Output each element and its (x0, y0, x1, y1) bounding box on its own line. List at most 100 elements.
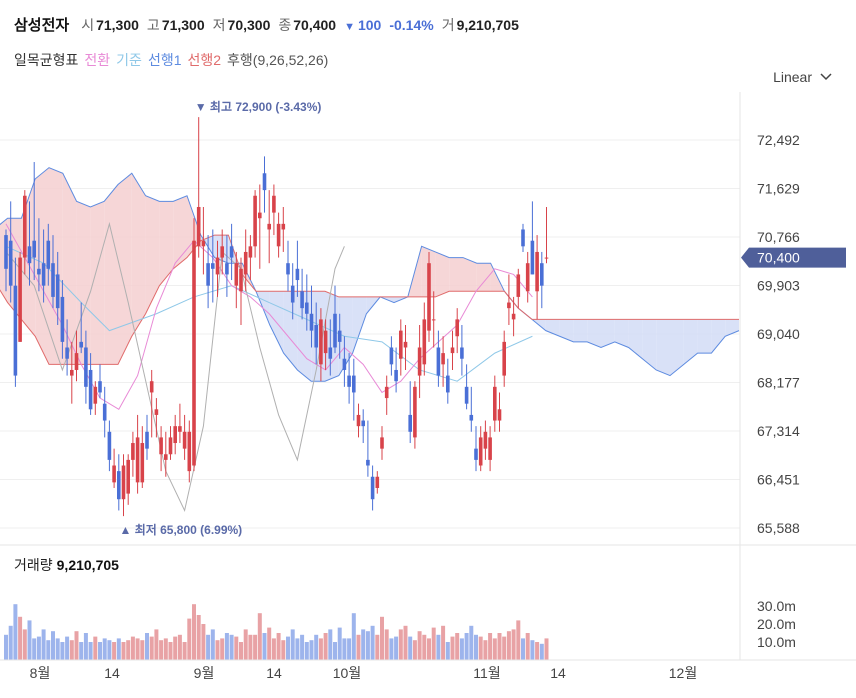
volume-bar (417, 631, 422, 660)
candle-body (196, 206, 201, 247)
volume-bar (257, 613, 262, 660)
volume-bar (286, 636, 290, 660)
volume-bar (149, 636, 154, 660)
candle-body (384, 386, 389, 399)
current-price-label: 70,400 (757, 250, 800, 266)
ichimoku-cloud-segment (670, 319, 684, 376)
volume-bar (271, 638, 276, 660)
candle-body (164, 454, 168, 460)
low-label: 저 (212, 17, 226, 33)
candle-body (262, 173, 267, 191)
candle-body (267, 223, 271, 230)
legend-base: 기준 (116, 52, 142, 68)
ichimoku-legend[interactable]: 일목균형표 전환 기준 선행1 선행2 후행(9,26,52,26) (14, 50, 328, 70)
volume-bar (497, 633, 502, 660)
candle-body (225, 263, 229, 275)
volume-tick-label: 30.0m (757, 598, 796, 614)
volume-bar (130, 636, 135, 660)
volume-bar (502, 636, 507, 660)
volume-bar (126, 640, 131, 660)
volume-panel-value: 9,210,705 (56, 557, 119, 573)
candle-body (413, 386, 417, 438)
candle-body (51, 263, 55, 297)
candle-body (70, 369, 74, 376)
ichimoku-cloud-segment (559, 319, 574, 342)
low-value: 70,300 (227, 17, 271, 33)
candle-body (380, 437, 384, 449)
candle-body (32, 240, 36, 258)
candle-body (323, 330, 328, 354)
volume-bar (206, 634, 211, 660)
candle-body (46, 240, 51, 269)
volume-bar (248, 634, 253, 660)
candle-body (102, 403, 107, 421)
volume-bar (403, 625, 408, 660)
candle-body (98, 381, 102, 393)
x-tick-label: 10월 (333, 665, 361, 681)
candle-body (460, 347, 464, 359)
volume-bar (93, 636, 98, 660)
x-tick-label: 11월 (473, 665, 500, 681)
volume-bar (192, 604, 196, 660)
volume-panel-title: 거래량 9,210,705 (14, 555, 119, 575)
volume-bar (375, 634, 380, 660)
volume-bar (262, 633, 267, 660)
candle-body (478, 437, 483, 466)
volume-tick-label: 20.0m (757, 616, 796, 632)
volume-bar (145, 633, 149, 660)
open-label: 시 (81, 17, 95, 33)
candle-body (281, 223, 286, 230)
candle-body (60, 296, 65, 342)
open-value: 71,300 (96, 17, 139, 33)
volume-bar (201, 624, 206, 660)
candle-body (333, 313, 337, 348)
scale-selector[interactable]: Linear (773, 69, 832, 85)
candle-body (300, 291, 304, 309)
volume-bar (314, 634, 319, 660)
volume-bar (281, 640, 286, 660)
high-value: 71,300 (161, 17, 205, 33)
candle-body (366, 459, 370, 466)
volume-bar (342, 638, 347, 660)
candle-body (290, 285, 295, 303)
volume-bar (32, 638, 37, 660)
candle-body (211, 263, 215, 269)
y-tick-label: 71,629 (757, 181, 800, 197)
volume-bar (464, 633, 469, 660)
span2-line (0, 234, 739, 365)
volume-bar (267, 627, 272, 660)
volume-bar (173, 636, 178, 660)
y-tick-label: 65,588 (757, 520, 800, 536)
candle-body (375, 476, 380, 488)
volume-bar (140, 640, 145, 660)
candle-body (446, 375, 450, 393)
volume-bar (154, 629, 159, 660)
volume-bar (351, 613, 356, 660)
volume-bar (370, 625, 375, 660)
candle-body (431, 319, 436, 321)
candle-body (399, 330, 403, 359)
volume-bar (163, 638, 168, 660)
ichimoku-cloud-segment (297, 291, 312, 382)
candle-body (126, 459, 130, 494)
ichimoku-cloud-segment (145, 195, 160, 314)
ichimoku-cloud-segment (587, 319, 601, 348)
volume-bar (441, 625, 446, 660)
candle-body (135, 437, 140, 483)
volume-bar (215, 640, 220, 660)
volume-bar (436, 634, 441, 660)
candle-body (507, 302, 511, 309)
volume-bar (398, 629, 403, 660)
candle-body (154, 409, 159, 415)
stock-header: 삼성전자 시 71,300 고 71,300 저 70,300 종 70,400… (14, 14, 527, 36)
ichimoku-cloud-segment (628, 319, 643, 359)
volume-bar (102, 638, 107, 660)
high-label: 고 (146, 17, 160, 33)
volume-bar (506, 631, 511, 660)
x-tick-label: 8월 (30, 665, 51, 681)
candle-body (493, 386, 497, 421)
candle-body (441, 353, 445, 365)
candle-body (525, 263, 530, 292)
candle-body (55, 274, 60, 309)
